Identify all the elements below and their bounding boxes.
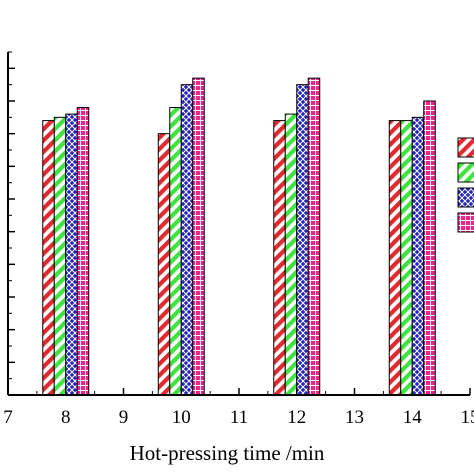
x-tick-label: 9	[119, 407, 129, 428]
x-tick-label: 7	[3, 407, 13, 428]
bar-series-3-x-14	[411, 116, 425, 396]
bar-series-3-x-8	[65, 113, 78, 396]
bar-series-1-x-10	[157, 133, 171, 396]
x-axis-ticks: 7 8 9 10 11 12 13 14 15	[3, 388, 474, 428]
bar-series-1-x-14	[388, 120, 402, 396]
x-tick-label: 13	[345, 407, 364, 428]
bar-series-2-x-8	[53, 116, 67, 396]
x-tick-label: 10	[172, 407, 191, 428]
bar-series-2-x-12	[284, 113, 298, 396]
bars-layer	[42, 77, 436, 396]
x-tick-label: 8	[61, 407, 71, 428]
x-tick-label: 11	[230, 407, 248, 428]
bar-series-4-x-12	[307, 77, 321, 396]
bar-series-4-x-14	[423, 100, 436, 396]
legend	[457, 137, 474, 233]
x-tick-label: 15	[461, 407, 474, 428]
bar-series-2-x-10	[169, 107, 182, 396]
bar-series-4-x-10	[192, 77, 205, 396]
bar-series-1-x-12	[273, 120, 286, 396]
legend-swatch-3	[457, 187, 474, 208]
bar-series-3-x-12	[296, 84, 309, 396]
legend-swatch-2	[457, 162, 474, 183]
axes-layer: 7 8 9 10 11 12 13 14 15	[3, 51, 474, 428]
x-tick-label: 12	[287, 407, 306, 428]
x-axis-title: Hot-pressing time /min	[130, 441, 325, 465]
legend-swatch-4	[457, 212, 474, 233]
bar-series-2-x-14	[400, 120, 413, 396]
legend-swatch-1	[457, 137, 474, 158]
x-tick-label: 14	[403, 407, 423, 428]
bar-series-1-x-8	[42, 120, 55, 396]
y-axis-ticks	[8, 51, 15, 396]
bar-series-3-x-10	[180, 84, 194, 396]
bar-series-4-x-8	[76, 107, 90, 396]
